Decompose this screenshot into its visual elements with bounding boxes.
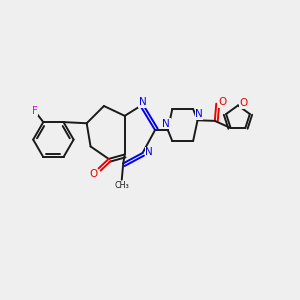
Text: N: N: [163, 118, 170, 128]
Text: O: O: [240, 98, 248, 108]
Text: N: N: [195, 109, 203, 119]
Text: O: O: [89, 169, 98, 179]
Text: F: F: [32, 106, 38, 116]
Text: N: N: [139, 98, 147, 107]
Text: O: O: [218, 97, 226, 107]
Text: CH₃: CH₃: [114, 181, 129, 190]
Text: N: N: [145, 147, 153, 158]
